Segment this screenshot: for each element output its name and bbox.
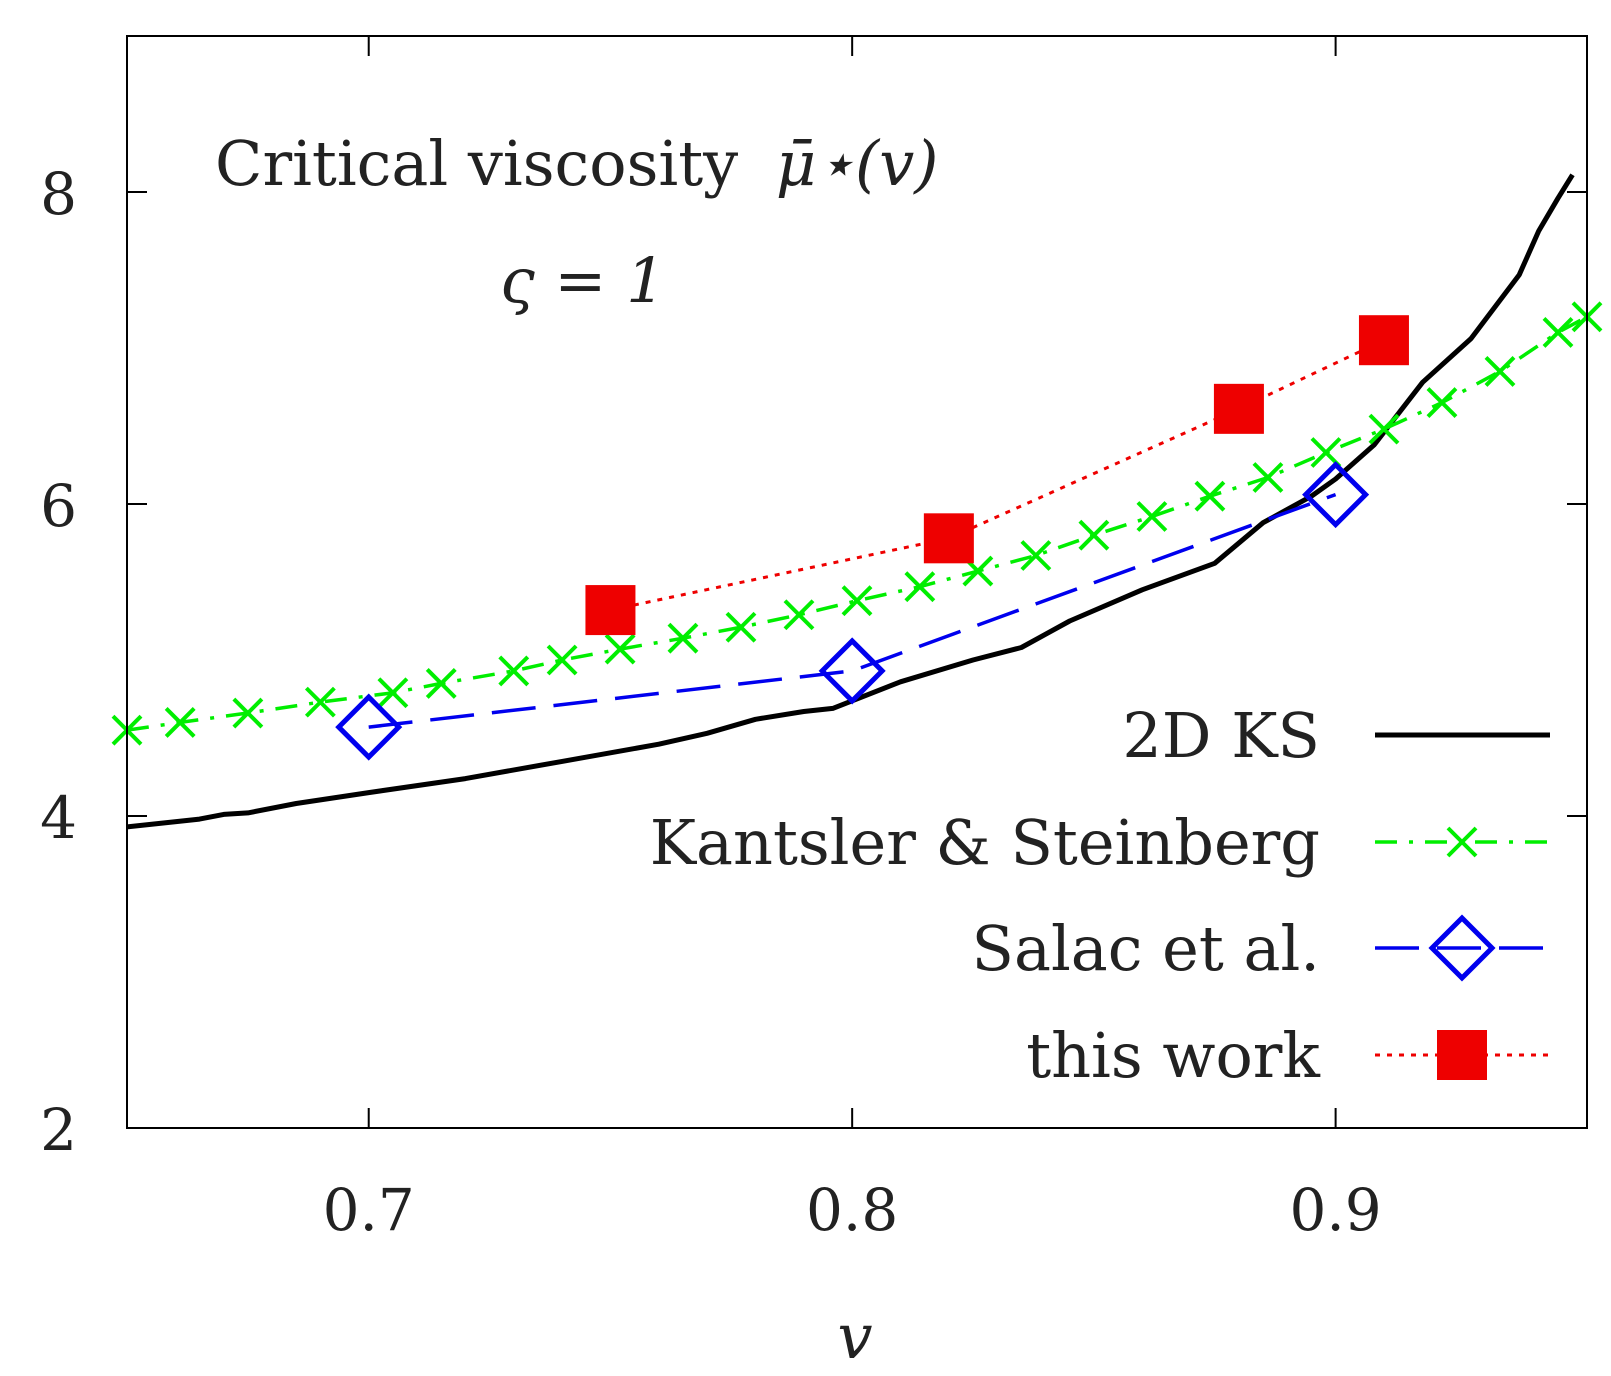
annotation-title: Critical viscosity μ̄⋆(v) bbox=[215, 127, 938, 200]
data-point-kantsler-steinberg-stroke-b bbox=[604, 633, 636, 665]
data-point-kantsler-steinberg-stroke-b bbox=[1020, 540, 1052, 571]
data-point-kantsler-steinberg-stroke-b bbox=[1252, 462, 1284, 493]
x-tick-label: 0.8 bbox=[806, 1176, 898, 1244]
data-point-kantsler-steinberg-stroke-b bbox=[1194, 480, 1226, 512]
data-point-kantsler-steinberg bbox=[1542, 316, 1574, 348]
plot-layer bbox=[111, 173, 1603, 830]
data-point-this-work bbox=[923, 513, 974, 564]
series-line-salac-et-al bbox=[368, 492, 1337, 729]
data-point-kantsler-steinberg-stroke-b bbox=[232, 697, 264, 729]
data-point-this-work bbox=[585, 585, 636, 636]
data-point-kantsler-steinberg bbox=[783, 599, 815, 631]
data-point-salac-et-al bbox=[1302, 461, 1370, 529]
data-point-kantsler-steinberg-stroke-b bbox=[498, 655, 530, 687]
legend-label-2d-ks: 2D KS bbox=[1122, 699, 1320, 772]
data-point-kantsler-steinberg-stroke-b bbox=[1426, 387, 1458, 419]
data-point-kantsler-steinberg-stroke-b bbox=[304, 686, 336, 718]
data-point-kantsler-steinberg bbox=[725, 611, 757, 643]
legend: 2D KS Kantsler & Steinberg Salac et al. thi… bbox=[650, 699, 1550, 1092]
legend-label-salac-et-al: Salac et al. bbox=[972, 912, 1320, 985]
series-line-kantsler-steinberg bbox=[127, 315, 1587, 732]
data-point-kantsler-steinberg-stroke-b bbox=[667, 622, 699, 654]
data-point-kantsler-steinberg bbox=[1252, 462, 1284, 493]
data-point-kantsler-steinberg-stroke-b bbox=[1542, 316, 1574, 348]
data-point-kantsler-steinberg-stroke-b bbox=[1078, 519, 1110, 551]
data-point-kantsler-steinberg bbox=[304, 686, 336, 718]
data-point-kantsler-steinberg-stroke-b bbox=[1368, 413, 1400, 445]
data-point-this-work bbox=[1358, 315, 1409, 366]
data-point-kantsler-steinberg bbox=[1020, 540, 1052, 571]
data-point-kantsler-steinberg bbox=[841, 585, 873, 617]
y-tick-label: 4 bbox=[40, 784, 77, 852]
legend-marker-kantsler-steinberg bbox=[1446, 826, 1478, 858]
data-point-kantsler-steinberg-stroke-b bbox=[164, 706, 196, 738]
data-point-kantsler-steinberg bbox=[1368, 413, 1400, 445]
data-point-kantsler-steinberg-stroke-b bbox=[962, 555, 994, 587]
data-point-salac-et-al bbox=[335, 693, 403, 761]
data-point-kantsler-steinberg bbox=[1078, 519, 1110, 551]
data-point-kantsler-steinberg-stroke-b bbox=[725, 611, 757, 643]
x-axis-label: v bbox=[837, 1300, 872, 1373]
data-point-salac-et-al bbox=[818, 637, 886, 705]
data-point-kantsler-steinberg bbox=[1484, 355, 1516, 387]
plot-clipped-group bbox=[127, 173, 1587, 830]
series-line-this-work bbox=[610, 338, 1385, 612]
data-point-kantsler-steinberg bbox=[164, 706, 196, 738]
annotation-title-math: μ̄⋆(v) bbox=[776, 127, 939, 200]
legend-label-this-work: this work bbox=[1026, 1019, 1320, 1092]
data-point-kantsler-steinberg-stroke-b bbox=[425, 667, 457, 699]
annotation-title-text: Critical viscosity bbox=[215, 127, 738, 200]
data-point-kantsler-steinberg bbox=[1136, 501, 1168, 532]
data-point-kantsler-steinberg bbox=[232, 697, 264, 729]
y-tick-label: 2 bbox=[40, 1096, 77, 1164]
data-point-kantsler-steinberg bbox=[1194, 480, 1226, 512]
data-point-kantsler-steinberg bbox=[425, 667, 457, 699]
data-point-kantsler-steinberg-stroke-b bbox=[904, 571, 936, 603]
data-point-kantsler-steinberg bbox=[667, 622, 699, 654]
data-point-kantsler-steinberg bbox=[377, 677, 409, 709]
data-point-kantsler-steinberg-stroke-b bbox=[546, 644, 578, 676]
series-line-2d-ks bbox=[127, 173, 1575, 830]
x-tick-label: 0.7 bbox=[323, 1176, 415, 1244]
legend-marker-this-work bbox=[1437, 1030, 1487, 1080]
data-point-kantsler-steinberg-stroke-b bbox=[783, 599, 815, 631]
data-point-this-work bbox=[1213, 383, 1264, 434]
annotation-parameter: ς = 1 bbox=[500, 244, 666, 317]
y-tick-label: 8 bbox=[40, 160, 77, 228]
x-tick-label: 0.9 bbox=[1289, 1176, 1381, 1244]
data-point-kantsler-steinberg bbox=[546, 644, 578, 676]
data-point-kantsler-steinberg-stroke-b bbox=[1484, 355, 1516, 387]
legend-marker-kantsler-steinberg-stroke-b bbox=[1446, 826, 1478, 858]
legend-label-kantsler-steinberg: Kantsler & Steinberg bbox=[650, 806, 1320, 879]
legend-marker-salac-et-al bbox=[1428, 914, 1496, 982]
axis-ticks: 0.7 0.8 0.9 2 4 6 8 bbox=[40, 36, 1587, 1244]
data-point-kantsler-steinberg bbox=[904, 571, 936, 603]
data-point-kantsler-steinberg-stroke-b bbox=[377, 677, 409, 709]
data-point-kantsler-steinberg-stroke-b bbox=[1310, 437, 1342, 468]
data-point-kantsler-steinberg-stroke-b bbox=[1136, 501, 1168, 532]
data-point-kantsler-steinberg bbox=[498, 655, 530, 687]
y-tick-label: 6 bbox=[40, 472, 77, 540]
data-point-kantsler-steinberg bbox=[1426, 387, 1458, 419]
data-point-kantsler-steinberg-stroke-b bbox=[841, 585, 873, 617]
plot-frame bbox=[126, 35, 1588, 1129]
data-point-kantsler-steinberg bbox=[604, 633, 636, 665]
